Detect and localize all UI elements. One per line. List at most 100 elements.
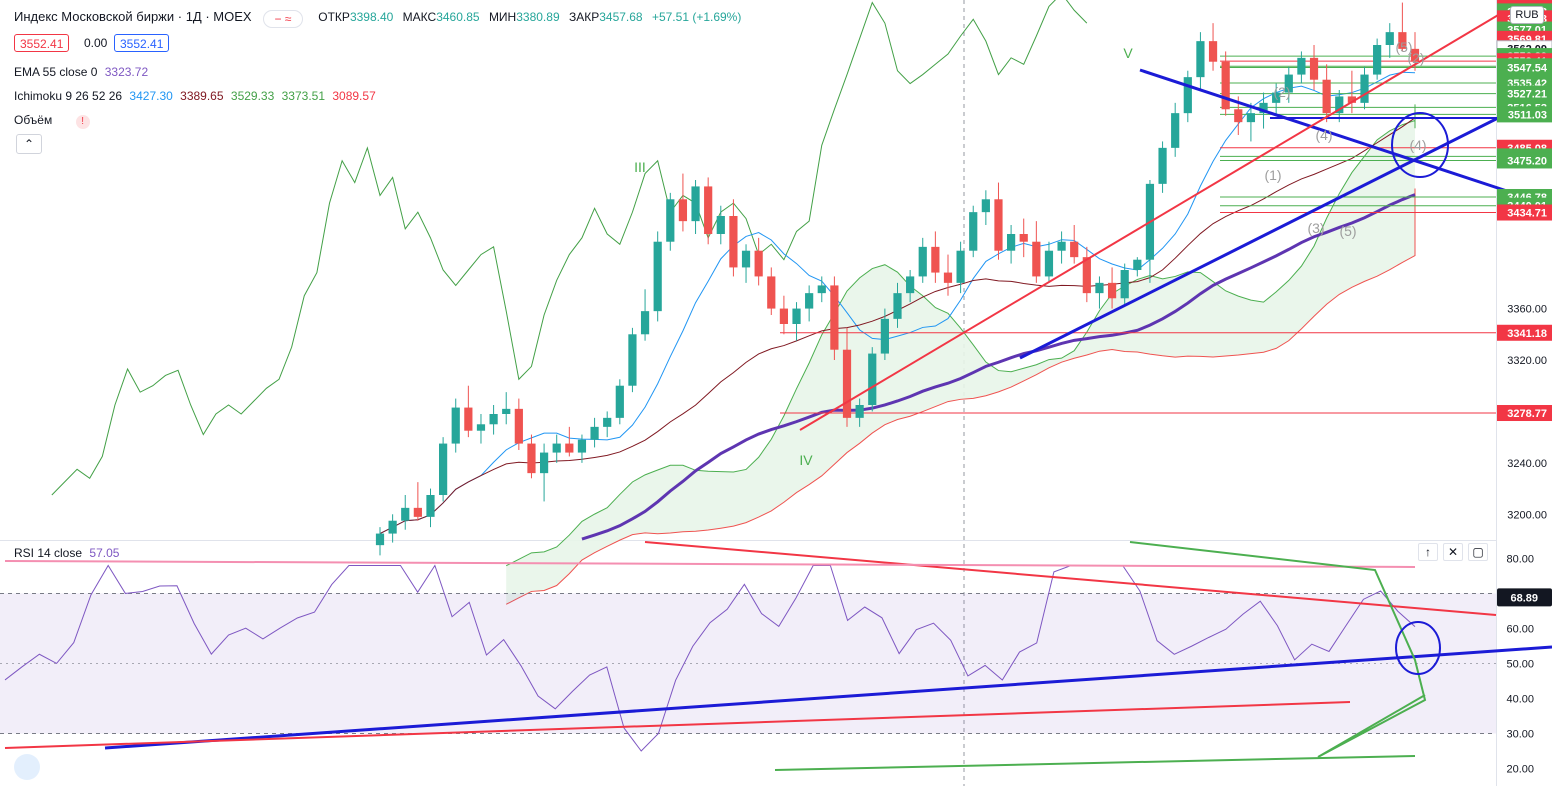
candle [1322, 79, 1331, 114]
ema-value: 3323.72 [104, 65, 149, 79]
high-label: МАКС [402, 10, 437, 24]
rsi-trendline-red-high [644, 541, 1497, 616]
chikou-span [51, 0, 1088, 496]
ichimoku-value-3: 3529.33 [230, 89, 275, 103]
rsi-trendline-green [774, 755, 1416, 771]
ichimoku-cloud [506, 104, 1416, 605]
candle [956, 250, 965, 283]
rsi-tick: 30.00 [1506, 729, 1534, 741]
price-label-text: 3547.54 [1507, 62, 1548, 74]
symbol-title: Индекс Московской биржи · 1Д · MOEX [14, 9, 252, 24]
candle [729, 216, 738, 268]
collapse-legend-button[interactable]: ⌃ [16, 134, 42, 154]
candle [1398, 32, 1407, 49]
volume-legend[interactable]: Объём ! [14, 113, 90, 129]
ichimoku-label: Ichimoku 9 26 52 26 [14, 89, 123, 103]
ema-legend[interactable]: EMA 55 close 0 3323.72 [14, 65, 148, 79]
candle [1410, 48, 1420, 62]
wave-label: (2) [1407, 50, 1424, 66]
buy-button[interactable]: 3552.41 [114, 34, 170, 52]
ichimoku-value-4: 3373.51 [281, 89, 326, 103]
candle [868, 353, 877, 405]
compare-toggle-icon[interactable]: − ≈ [262, 10, 303, 28]
wave-label: (4) [1315, 127, 1332, 143]
ichimoku-legend[interactable]: Ichimoku 9 26 52 26 3427.30 3389.65 3529… [14, 89, 376, 103]
wave-label: (2) [1273, 84, 1290, 100]
rsi-tick: 50.00 [1506, 659, 1534, 671]
rsi-trendline-blue [104, 645, 1552, 750]
sell-button[interactable]: 3552.41 [14, 34, 70, 52]
tenkan-sen [379, 71, 1416, 535]
candle [1044, 250, 1054, 277]
price-label-text: 3341.18 [1507, 328, 1547, 340]
candle [779, 308, 789, 324]
candle [1221, 61, 1230, 110]
candle [906, 276, 915, 294]
rsi-tick: 80.00 [1506, 554, 1534, 566]
price-label: 3434.71 [1497, 204, 1552, 221]
price-tick: 3320.00 [1507, 355, 1547, 367]
candle [388, 520, 397, 534]
candle [666, 199, 675, 242]
wave-label: (5) [1339, 223, 1356, 239]
rsi-line [4, 564, 1416, 752]
candle [413, 507, 422, 517]
price-label-text: 3278.77 [1507, 408, 1547, 420]
senkou-span-a [505, 104, 1416, 567]
price-label-bg [1497, 405, 1552, 422]
close-pane-icon[interactable]: ✕ [1443, 543, 1463, 561]
open-value: 3398.40 [349, 10, 394, 24]
candle [1107, 282, 1117, 299]
highlight-circle [1391, 112, 1449, 178]
rsi-green-drawing [1129, 541, 1427, 758]
ichimoku-value-5: 3089.57 [332, 89, 376, 103]
candle [489, 414, 498, 425]
candle [931, 246, 940, 273]
price-label-text: 3511.03 [1508, 109, 1547, 121]
rsi-pane-bg [0, 541, 1496, 786]
rsi-tick: 60.00 [1506, 624, 1534, 636]
candle [1234, 109, 1243, 123]
candle [1360, 74, 1369, 103]
trendline-blue-support [1019, 110, 1511, 360]
open-label: ОТКР [318, 10, 350, 24]
sell-price: 3552.41 [20, 37, 64, 51]
rsi-band [0, 593, 1496, 734]
low-label: МИН [488, 10, 517, 24]
trendline-blue-resistance [1139, 68, 1511, 194]
price-label: 3278.77 [1497, 405, 1552, 422]
candle [1373, 45, 1382, 75]
rsi-tick: 20.00 [1506, 764, 1534, 776]
candle [880, 318, 889, 354]
candle [653, 241, 662, 312]
candle [1006, 234, 1016, 251]
price-label-bg [1497, 324, 1552, 341]
candle [754, 250, 763, 277]
price-label-bg [1497, 204, 1552, 221]
currency-button[interactable]: RUB [1510, 6, 1544, 24]
rsi-label: RSI 14 close [14, 546, 83, 560]
close-value: 3457.68 [599, 10, 643, 24]
candle [565, 443, 574, 453]
rsi-legend[interactable]: RSI 14 close 57.05 [14, 546, 119, 560]
change-value: +57.51 (+1.69%) [651, 10, 742, 24]
maximize-pane-icon[interactable]: ▢ [1468, 543, 1488, 561]
candle [1297, 57, 1306, 75]
candle [552, 443, 561, 453]
candle [539, 452, 549, 474]
candle [691, 186, 700, 222]
price-pane-bg [0, 0, 1496, 540]
price-tick: 3200.00 [1507, 509, 1547, 521]
candle [1095, 282, 1104, 294]
candle [943, 272, 953, 283]
chevron-up-icon: ⌃ [23, 137, 35, 151]
candle [1082, 257, 1091, 294]
close-label: ЗАКР [568, 10, 600, 24]
move-pane-up-icon[interactable]: ↑ [1418, 543, 1438, 561]
candle [1246, 113, 1256, 123]
wave-label: III [634, 159, 646, 175]
price-label: 3341.18 [1497, 324, 1552, 341]
candle [994, 199, 1003, 251]
candle [1335, 96, 1344, 114]
